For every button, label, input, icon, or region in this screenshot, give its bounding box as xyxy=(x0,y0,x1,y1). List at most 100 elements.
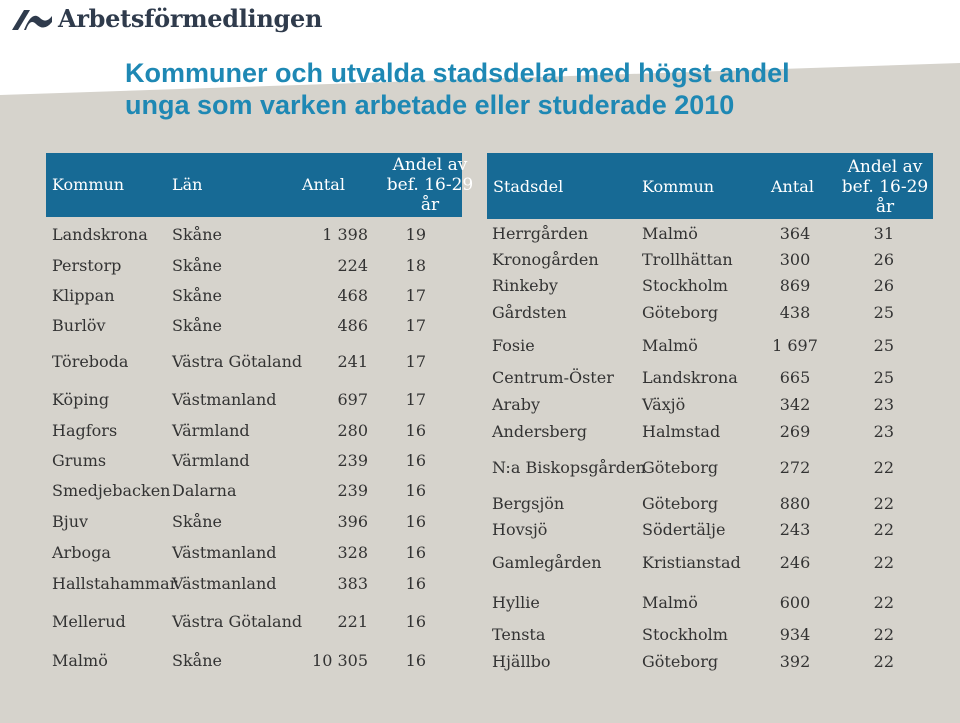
cell-antal: 272 xyxy=(779,458,811,477)
cell-andel: 22 xyxy=(873,593,894,612)
arbetsformedlingen-logo: Arbetsförmedlingen xyxy=(10,4,322,33)
cell-kommun: Malmö xyxy=(642,593,698,612)
cell-andel: 22 xyxy=(873,652,894,671)
header-andel-line3: år xyxy=(420,195,440,215)
cell-kommun: Arboga xyxy=(52,543,111,562)
cell-antal: 243 xyxy=(779,520,811,539)
right-table-header: Stadsdel Kommun Antal Andel av bef. 16-2… xyxy=(487,153,933,219)
cell-andel: 26 xyxy=(873,276,894,295)
cell-andel: 25 xyxy=(873,303,894,322)
cell-antal: 600 xyxy=(779,593,811,612)
cell-kommun: Göteborg xyxy=(642,458,719,477)
cell-antal: 342 xyxy=(779,395,811,414)
cell-andel: 22 xyxy=(873,625,894,644)
cell-andel: 22 xyxy=(873,494,894,513)
cell-andel: 22 xyxy=(873,553,894,572)
cell-kommun: Hagfors xyxy=(52,421,118,440)
cell-andel: 25 xyxy=(873,336,894,355)
cell-lan: Skåne xyxy=(172,651,222,670)
cell-andel: 16 xyxy=(405,574,426,593)
cell-antal: 221 xyxy=(337,612,368,631)
cell-stadsdel: N:a Biskopsgården xyxy=(492,458,646,477)
cell-kommun: Malmö xyxy=(642,224,698,243)
cell-kommun: Bjuv xyxy=(52,512,89,531)
cell-lan: Skåne xyxy=(172,286,222,305)
cell-andel: 23 xyxy=(873,422,894,441)
header-stadsdel: Stadsdel xyxy=(493,177,564,196)
cell-kommun: Malmö xyxy=(642,336,698,355)
cell-kommun: Grums xyxy=(52,451,107,470)
left-table-body: Landskrona Skåne 1 398 19 Perstorp Skåne 224 18… xyxy=(52,225,426,670)
cell-antal: 869 xyxy=(779,276,811,295)
cell-antal: 328 xyxy=(337,543,368,562)
cell-andel: 16 xyxy=(405,451,426,470)
cell-lan: Skåne xyxy=(172,512,222,531)
header-andel-line2: bef. 16-29 xyxy=(386,175,474,195)
cell-lan: Skåne xyxy=(172,225,222,244)
cell-kommun: Södertälje xyxy=(642,520,726,539)
cell-stadsdel: Centrum-Öster xyxy=(492,368,614,387)
cell-kommun: Växjö xyxy=(642,395,686,414)
cell-lan: Västmanland xyxy=(172,574,277,593)
cell-antal: 934 xyxy=(779,625,811,644)
header-kommun: Kommun xyxy=(52,175,125,194)
cell-lan: Västmanland xyxy=(172,543,277,562)
cell-antal: 280 xyxy=(337,421,368,440)
cell-lan: Västra Götaland xyxy=(172,352,303,371)
cell-andel: 19 xyxy=(405,225,426,244)
cell-kommun: Landskrona xyxy=(52,225,148,244)
header-kommun: Kommun xyxy=(642,177,715,196)
title-line-1: Kommuner och utvalda stadsdelar med högs… xyxy=(125,58,790,88)
cell-andel: 22 xyxy=(873,458,894,477)
cell-antal: 246 xyxy=(779,553,811,572)
page-title: Kommuner och utvalda stadsdelar med högs… xyxy=(125,57,905,121)
cell-antal: 880 xyxy=(779,494,811,513)
logo-mark-icon xyxy=(12,9,52,30)
cell-stadsdel: Bergsjön xyxy=(492,494,565,513)
header-andel-line3: år xyxy=(875,197,895,217)
cell-antal: 241 xyxy=(337,352,368,371)
cell-stadsdel: Araby xyxy=(492,395,541,414)
cell-lan: Västmanland xyxy=(172,390,277,409)
cell-antal: 665 xyxy=(779,368,811,387)
cell-antal: 300 xyxy=(779,250,811,269)
cell-kommun: Göteborg xyxy=(642,303,719,322)
cell-antal: 392 xyxy=(779,652,811,671)
cell-lan: Värmland xyxy=(172,451,250,470)
cell-andel: 16 xyxy=(405,651,426,670)
cell-kommun: Köping xyxy=(52,390,110,409)
cell-andel: 17 xyxy=(405,352,426,371)
cell-kommun: Töreboda xyxy=(52,352,129,371)
cell-antal: 239 xyxy=(337,481,368,500)
cell-antal: 224 xyxy=(337,256,368,275)
header-antal: Antal xyxy=(771,177,814,196)
cell-kommun: Perstorp xyxy=(52,256,122,275)
header-antal: Antal xyxy=(302,175,345,194)
cell-stadsdel: Gamlegården xyxy=(492,553,602,572)
cell-lan: Skåne xyxy=(172,316,222,335)
header-lan: Län xyxy=(172,175,203,194)
cell-antal: 486 xyxy=(337,316,368,335)
cell-stadsdel: Rinkeby xyxy=(492,276,558,295)
cell-antal: 10 305 xyxy=(312,651,368,670)
cell-kommun: Halmstad xyxy=(642,422,721,441)
cell-andel: 31 xyxy=(873,224,894,243)
cell-andel: 18 xyxy=(405,256,426,275)
cell-lan: Dalarna xyxy=(172,481,237,500)
cell-lan: Västra Götaland xyxy=(172,612,303,631)
cell-kommun: Klippan xyxy=(52,286,115,305)
header-andel-line1: Andel av xyxy=(392,155,468,175)
cell-kommun: Burlöv xyxy=(52,316,106,335)
cell-stadsdel: Herrgården xyxy=(492,224,589,243)
cell-andel: 16 xyxy=(405,481,426,500)
title-line-2: unga som varken arbetade eller studerade… xyxy=(125,90,735,120)
cell-antal: 697 xyxy=(337,390,368,409)
cell-andel: 16 xyxy=(405,512,426,531)
cell-andel: 17 xyxy=(405,390,426,409)
cell-andel: 16 xyxy=(405,543,426,562)
cell-kommun: Hallstahammar xyxy=(52,574,178,593)
cell-andel: 17 xyxy=(405,286,426,305)
cell-antal: 468 xyxy=(337,286,368,305)
